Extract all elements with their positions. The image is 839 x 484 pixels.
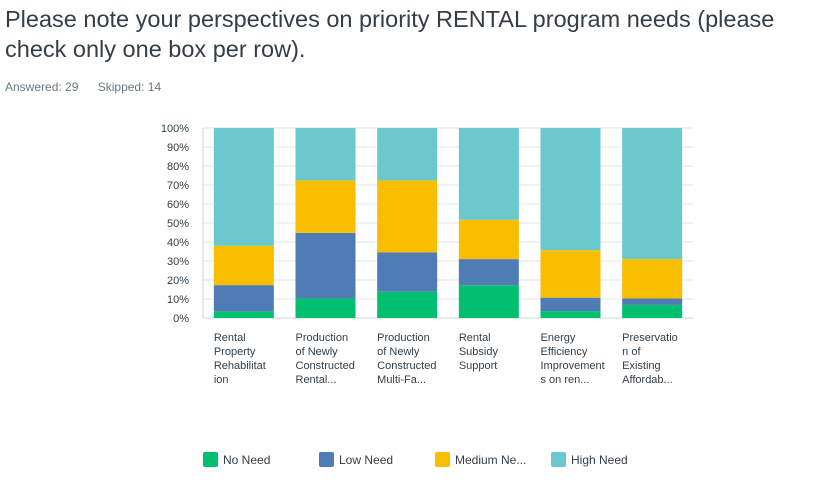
x-category-label-line: Rental... [296, 374, 337, 386]
x-category-label: Production of Newly Constructed Rental... [296, 332, 355, 386]
x-category-label: Preservatio n of Existing Affordab... [622, 332, 678, 386]
x-category-label: Rental Subsidy Support [459, 332, 499, 372]
answered-count: Answered: 29 [5, 80, 79, 94]
y-tick-label: 0% [173, 313, 189, 325]
bar-segment-high-need [377, 128, 438, 181]
bar-segment-low-need [213, 285, 274, 312]
legend-label: Medium Ne... [455, 453, 526, 467]
bar-segment-high-need [540, 128, 601, 251]
x-category-label: Energy Efficiency Improvement s on ren... [541, 332, 605, 386]
bar-segment-high-need [458, 128, 519, 220]
x-category-label: Production of Newly Constructed Multi-Fa... [377, 332, 436, 386]
y-tick-label: 60% [167, 199, 189, 211]
x-category-label-line: ion [214, 374, 229, 386]
bar-segment-high-need [622, 128, 683, 260]
legend-swatch [203, 452, 218, 467]
bar-segment-no-need [622, 304, 683, 318]
x-category-label-line: Support [459, 360, 498, 372]
x-category-label-line: Energy [541, 332, 576, 344]
bar-segment-low-need [377, 252, 438, 292]
question-title: Please note your perspectives on priorit… [5, 6, 775, 62]
y-tick-label: 20% [167, 275, 189, 287]
x-category-label-line: Constructed [377, 360, 436, 372]
x-category-label-line: n of [622, 346, 641, 358]
x-category-label-line: Rental [459, 332, 491, 344]
bar-segment-medium-ne [295, 180, 356, 233]
legend-swatch [435, 452, 450, 467]
x-category-label-line: Constructed [296, 360, 355, 372]
x-category-label-line: Multi-Fa... [377, 374, 426, 386]
skipped-count: Skipped: 14 [97, 80, 162, 94]
bar-segment-medium-ne [540, 250, 601, 298]
y-tick-label: 70% [167, 180, 189, 192]
legend-label: No Need [223, 453, 270, 467]
x-category-label-line: Affordab... [622, 374, 673, 386]
x-category-label-line: Property [214, 346, 256, 358]
y-tick-label: 50% [167, 218, 189, 230]
x-category-label: Rental Property Rehabilitat ion [214, 332, 266, 386]
bar-segment-no-need [213, 311, 274, 318]
legend-label: High Need [571, 453, 628, 467]
y-tick-label: 10% [167, 294, 189, 306]
bar-segment-no-need [540, 311, 601, 318]
bar-segment-medium-ne [377, 180, 438, 253]
x-category-label-line: Rehabilitat [214, 360, 266, 372]
legend-label: Low Need [339, 453, 393, 467]
bar-segment-no-need [295, 298, 356, 318]
bar-segment-low-need [622, 298, 683, 305]
x-category-label-line: Subsidy [459, 346, 499, 358]
x-category-label-line: Rental [214, 332, 246, 344]
y-tick-label: 80% [167, 161, 189, 173]
response-stats: Answered: 29 Skipped: 14 [5, 80, 177, 94]
bar-segment-no-need [458, 285, 519, 318]
y-tick-label: 100% [161, 123, 189, 135]
x-category-label-line: of Newly [296, 346, 339, 358]
bar-segment-medium-ne [458, 219, 519, 260]
legend-swatch [551, 452, 566, 467]
x-category-label-line: Efficiency [541, 346, 588, 358]
bar-segment-low-need [295, 232, 356, 299]
x-category-label-line: of Newly [377, 346, 420, 358]
bar-segment-low-need [540, 297, 601, 312]
x-category-label-line: Production [377, 332, 430, 344]
x-category-label-line: Production [296, 332, 349, 344]
bar-segment-low-need [458, 259, 519, 286]
bar-segment-medium-ne [213, 245, 274, 286]
y-tick-label: 30% [167, 256, 189, 268]
x-category-label-line: Existing [622, 360, 661, 372]
legend-swatch [319, 452, 334, 467]
y-tick-label: 40% [167, 237, 189, 249]
y-tick-label: 90% [167, 142, 189, 154]
x-category-label-line: s on ren... [541, 374, 590, 386]
x-category-label-line: Improvement [541, 360, 605, 372]
bar-segment-medium-ne [622, 259, 683, 299]
x-category-label-line: Preservatio [622, 332, 678, 344]
bar-segment-high-need [213, 128, 274, 246]
bar-segment-no-need [377, 291, 438, 318]
bar-segment-high-need [295, 128, 356, 181]
